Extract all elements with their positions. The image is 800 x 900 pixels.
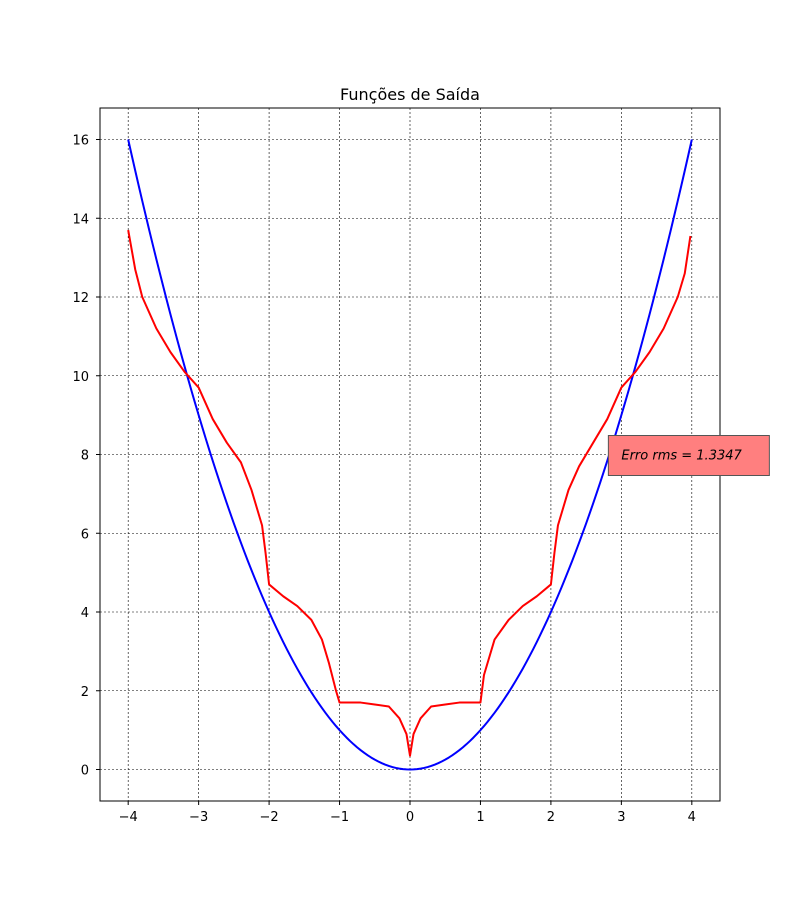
- x-tick-label: 0: [406, 810, 414, 825]
- annotation-text: Erro rms = 1.3347: [621, 449, 742, 464]
- x-tick-label: 2: [547, 810, 555, 825]
- x-tick-label: −3: [189, 810, 208, 825]
- y-tick-label: 2: [81, 685, 89, 700]
- y-tick-label: 12: [72, 291, 89, 306]
- grid: [100, 108, 720, 801]
- series-line-2: [127, 229, 692, 757]
- y-tick-label: 14: [72, 212, 89, 227]
- x-tick-label: 1: [476, 810, 484, 825]
- y-tick-label: 4: [81, 606, 89, 621]
- chart-title: Funções de Saída: [340, 85, 480, 104]
- y-tick-label: 0: [81, 764, 89, 779]
- annotation: Erro rms = 1.3347: [607, 435, 770, 476]
- y-tick-label: 8: [81, 449, 89, 464]
- series-line-1: [127, 139, 693, 771]
- series-group: [127, 139, 693, 771]
- x-tick-label: −1: [330, 810, 349, 825]
- x-tick-label: 3: [617, 810, 625, 825]
- annotation-box: [607, 435, 770, 476]
- y-tick-label: 10: [72, 370, 89, 385]
- y-tick-label: 16: [72, 134, 89, 149]
- x-tick-label: −4: [119, 810, 138, 825]
- x-tick-label: 4: [688, 810, 696, 825]
- y-tick-label: 6: [81, 527, 89, 542]
- x-tick-label: −2: [260, 810, 279, 825]
